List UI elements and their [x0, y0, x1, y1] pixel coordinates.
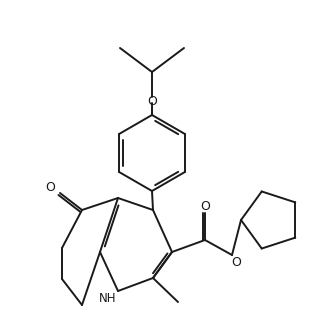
- Text: O: O: [147, 94, 157, 108]
- Text: NH: NH: [99, 291, 117, 305]
- Text: O: O: [231, 255, 241, 269]
- Text: O: O: [200, 201, 210, 213]
- Text: O: O: [45, 181, 55, 194]
